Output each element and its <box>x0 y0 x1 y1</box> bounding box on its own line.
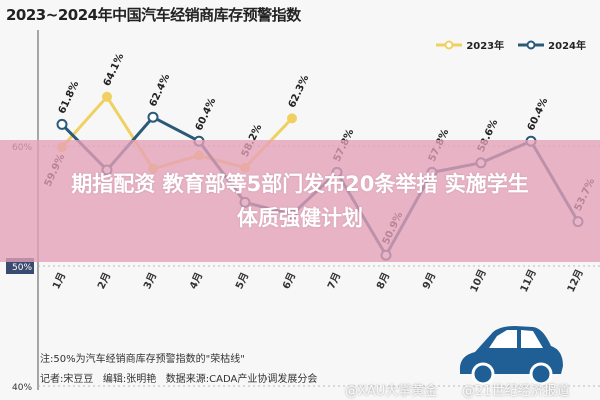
data-point <box>147 111 159 123</box>
x-tick-label: 1月 <box>50 271 68 291</box>
banner-line-2: 体质强健计划 <box>237 206 363 230</box>
credits: 记者:宋豆豆 编辑:张明艳 数据来源:CADA产业协调发展分会 <box>40 374 318 385</box>
banner-line-1: 期指配资 教育部等5部门发布20条举措 实施学生 <box>71 172 529 196</box>
data-label: 62.3% <box>287 74 312 110</box>
threshold-marker <box>6 258 34 274</box>
watermark: @XAU大掌黄金 <box>345 384 438 399</box>
legend: 2023年 2024年 <box>436 37 586 52</box>
data-label: 60.4% <box>194 96 219 132</box>
legend-label: 2024年 <box>548 41 586 52</box>
footnote: 注:50%为汽车经销商库存预警指数的"荣枯线" <box>40 354 245 365</box>
y-tick-label: 40% <box>12 383 32 393</box>
watermark: @21世纪经济报道 <box>462 384 570 399</box>
y-tick-label: 50% <box>12 263 32 273</box>
legend-item-2023: 2023年 <box>436 37 504 52</box>
car-icon <box>459 326 563 386</box>
news-banner[interactable]: 期指配资 教育部等5部门发布20条举措 实施学生 体质强健计划 <box>0 140 600 262</box>
data-point <box>56 118 68 130</box>
x-tick-label: 9月 <box>420 271 438 291</box>
x-tick-label: 8月 <box>374 271 392 291</box>
legend-item-2024: 2024年 <box>518 37 586 52</box>
x-tick-label: 12月 <box>565 267 586 294</box>
x-tick-label: 7月 <box>325 271 343 291</box>
data-label: 64.1% <box>102 52 127 88</box>
data-point <box>287 113 297 124</box>
data-label: 60.4% <box>526 96 551 132</box>
x-tick-label: 6月 <box>280 271 298 291</box>
x-tick-label: 10月 <box>468 267 489 294</box>
legend-label: 2023年 <box>466 41 505 52</box>
x-tick-label: 5月 <box>233 271 251 291</box>
x-tick-label: 3月 <box>141 271 159 291</box>
x-tick-label: 2月 <box>95 271 113 291</box>
data-point <box>102 91 112 102</box>
data-label: 61.8% <box>57 80 82 116</box>
data-label: 62.4% <box>148 72 173 108</box>
x-tick-label: 11月 <box>518 267 539 294</box>
x-tick-label: 4月 <box>187 271 205 291</box>
chart-title: 2023~2024年中国汽车经销商库存预警指数 <box>6 6 301 24</box>
